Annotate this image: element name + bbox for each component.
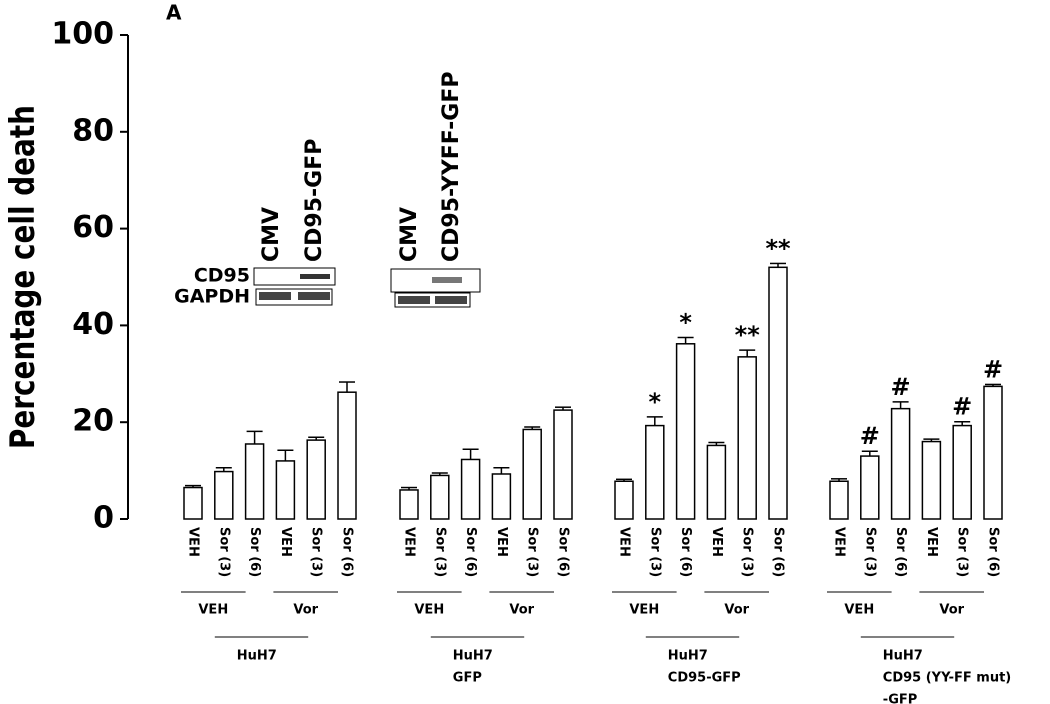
- bar: [553, 409, 573, 520]
- x-tick-label: Sor (6): [771, 527, 786, 577]
- bar: [244, 443, 265, 520]
- bar: [460, 458, 481, 520]
- bar: [921, 440, 942, 520]
- significance-marker: *: [649, 388, 662, 416]
- bar: [491, 473, 512, 520]
- group-label: GFP: [453, 671, 482, 686]
- x-tick-label: Sor (3): [955, 527, 970, 577]
- blot-box: [253, 267, 336, 286]
- x-tick-label: VEH: [617, 527, 632, 557]
- y-tick-label: 40: [72, 307, 114, 342]
- bar: [675, 343, 696, 520]
- group-label: HuH7: [453, 649, 493, 664]
- blot-band: [432, 277, 462, 283]
- lane-label: CMV: [397, 207, 422, 262]
- bar: [829, 480, 849, 520]
- x-tick-label: Sor (6): [893, 527, 908, 577]
- y-tick-label: 60: [72, 210, 114, 245]
- bar: [306, 439, 326, 520]
- x-tick-label: Sor (6): [556, 527, 571, 577]
- group-label: HuH7: [237, 649, 277, 664]
- bar: [614, 480, 634, 520]
- bar: [737, 356, 757, 520]
- lane-label: CD95-GFP: [302, 139, 327, 262]
- bar: [983, 385, 1003, 520]
- blot-band: [300, 274, 330, 279]
- y-tick-label: 20: [72, 404, 114, 439]
- blot-band: [298, 292, 330, 300]
- treatment-label: VEH: [414, 603, 444, 618]
- significance-marker: #: [952, 393, 972, 421]
- lane-label: CMV: [259, 207, 284, 262]
- blot-band: [398, 296, 430, 304]
- bar: [275, 460, 296, 520]
- significance-marker: #: [983, 355, 1003, 383]
- group-label: CD95-GFP: [668, 671, 741, 686]
- x-tick-label: Sor (6): [986, 527, 1001, 577]
- x-tick-label: Sor (3): [432, 527, 447, 577]
- x-tick-label: VEH: [832, 527, 847, 557]
- y-tick-label: 80: [72, 113, 114, 148]
- x-tick-label: VEH: [709, 527, 724, 557]
- group-label: HuH7: [668, 649, 708, 664]
- x-tick-label: Sor (6): [678, 527, 693, 577]
- bar: [890, 407, 911, 520]
- bar: [768, 266, 788, 520]
- y-tick-label: 0: [93, 501, 114, 536]
- group-label: HuH7: [883, 649, 923, 664]
- y-tick-label: 100: [51, 17, 114, 52]
- treatment-label: VEH: [198, 603, 228, 618]
- x-tick-label: Sor (6): [247, 527, 262, 577]
- bar: [430, 474, 450, 520]
- row-label: CD95: [194, 265, 250, 287]
- x-tick-label: Sor (6): [463, 527, 478, 577]
- bar: [522, 428, 542, 520]
- blot-band: [435, 296, 467, 304]
- row-label: GAPDH: [174, 286, 250, 308]
- blot-band: [259, 292, 291, 300]
- bar: [183, 486, 203, 520]
- bar: [706, 444, 727, 520]
- bar: [952, 424, 972, 520]
- x-tick-label: Sor (6): [340, 527, 355, 577]
- x-tick-label: Sor (3): [216, 527, 231, 577]
- significance-marker: **: [735, 321, 761, 349]
- treatment-label: Vor: [724, 603, 749, 618]
- treatment-label: Vor: [293, 603, 318, 618]
- x-tick-label: Sor (3): [647, 527, 662, 577]
- treatment-label: Vor: [939, 603, 964, 618]
- bar: [337, 391, 357, 520]
- treatment-label: VEH: [844, 603, 874, 618]
- x-tick-label: Sor (3): [309, 527, 324, 577]
- y-axis-label: Percentage cell death: [3, 105, 42, 449]
- treatment-label: VEH: [629, 603, 659, 618]
- bar: [399, 489, 419, 520]
- bar: [645, 424, 665, 520]
- bar: [860, 455, 880, 520]
- x-tick-label: VEH: [278, 527, 293, 557]
- x-tick-label: VEH: [402, 527, 417, 557]
- lane-label: CD95-YYFF-GFP: [439, 71, 464, 262]
- panel-label: A: [166, 1, 182, 25]
- significance-marker: **: [765, 234, 791, 262]
- x-tick-label: VEH: [924, 527, 939, 557]
- treatment-label: Vor: [509, 603, 534, 618]
- significance-marker: #: [891, 373, 911, 401]
- significance-marker: #: [860, 422, 880, 450]
- group-label: CD95 (YY-FF mut): [883, 671, 1011, 686]
- x-tick-label: Sor (3): [525, 527, 540, 577]
- x-tick-label: Sor (3): [862, 527, 877, 577]
- bar: [214, 470, 234, 520]
- x-tick-label: VEH: [494, 527, 509, 557]
- x-tick-label: VEH: [186, 527, 201, 557]
- group-label: -GFP: [883, 693, 917, 704]
- significance-marker: *: [679, 309, 692, 337]
- x-tick-label: Sor (3): [740, 527, 755, 577]
